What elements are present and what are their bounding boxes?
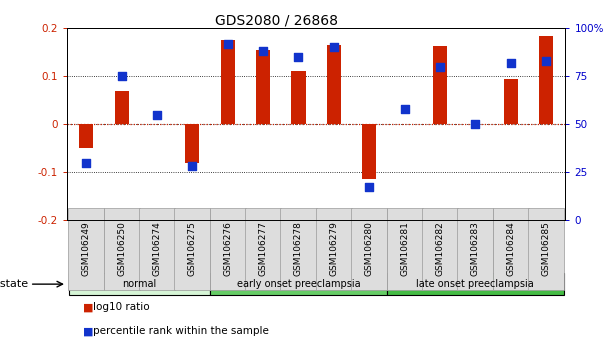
Bar: [503, 79, 517, 124]
Text: GSM106279: GSM106279: [330, 222, 338, 276]
Text: early onset preeclampsia: early onset preeclampsia: [237, 279, 361, 289]
Text: normal: normal: [122, 279, 156, 289]
Text: GSM106278: GSM106278: [294, 222, 303, 276]
Bar: [79, 124, 94, 148]
Bar: [210, 273, 387, 296]
Bar: [539, 35, 553, 124]
Bar: [362, 124, 376, 179]
Text: GSM106277: GSM106277: [258, 222, 268, 276]
Text: GSM106283: GSM106283: [471, 222, 480, 276]
Point: [152, 112, 162, 118]
Bar: [221, 40, 235, 124]
Point: [294, 54, 303, 60]
Bar: [326, 45, 341, 124]
Point: [81, 160, 91, 165]
Text: GSM106275: GSM106275: [188, 222, 197, 276]
Bar: [387, 273, 564, 296]
Point: [541, 58, 551, 64]
Point: [117, 73, 126, 79]
Text: GSM106281: GSM106281: [400, 222, 409, 276]
Point: [506, 60, 516, 66]
Bar: [433, 46, 447, 124]
Text: disease state: disease state: [0, 279, 28, 289]
Point: [399, 106, 409, 112]
Bar: [291, 72, 306, 124]
Bar: [69, 273, 210, 296]
Text: GSM106249: GSM106249: [82, 222, 91, 276]
Bar: [185, 124, 199, 162]
Point: [435, 64, 445, 69]
Text: GSM106282: GSM106282: [435, 222, 444, 276]
Text: GSM106276: GSM106276: [223, 222, 232, 276]
Bar: [115, 91, 129, 124]
Point: [223, 41, 233, 46]
Point: [329, 45, 339, 50]
Text: ■: ■: [83, 302, 93, 313]
Text: GSM106285: GSM106285: [542, 222, 550, 276]
Text: GSM106250: GSM106250: [117, 222, 126, 276]
Point: [364, 185, 374, 190]
Bar: [256, 50, 270, 124]
Text: GSM106274: GSM106274: [153, 222, 162, 276]
Point: [471, 121, 480, 127]
Text: GSM106280: GSM106280: [365, 222, 374, 276]
Point: [187, 164, 197, 169]
Title: GDS2080 / 26868: GDS2080 / 26868: [215, 13, 338, 27]
Text: GSM106284: GSM106284: [506, 222, 515, 276]
Text: percentile rank within the sample: percentile rank within the sample: [94, 326, 269, 336]
Text: ■: ■: [83, 326, 93, 336]
Text: log10 ratio: log10 ratio: [94, 302, 150, 313]
Text: late onset preeclampsia: late onset preeclampsia: [416, 279, 534, 289]
Point: [258, 48, 268, 54]
